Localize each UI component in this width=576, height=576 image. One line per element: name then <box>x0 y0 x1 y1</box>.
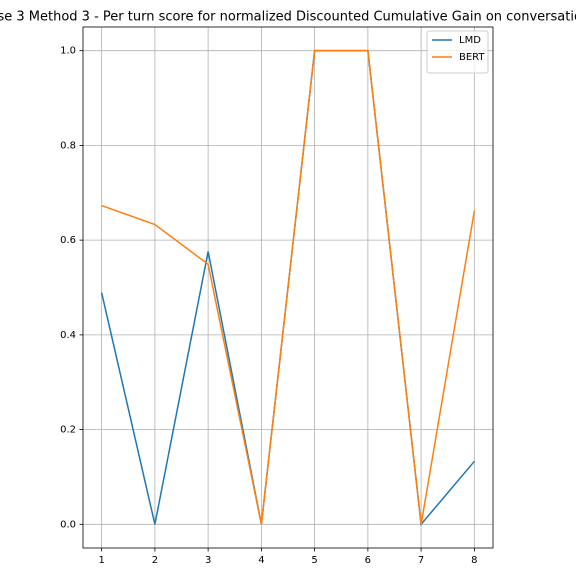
x-tick-label: 5 <box>311 555 317 566</box>
legend-box <box>426 30 489 74</box>
y-tick-label: 0.0 <box>60 519 76 530</box>
x-tick-label: 7 <box>418 555 424 566</box>
legend: LMD BERT <box>426 30 489 74</box>
y-tick-label: 0.6 <box>60 235 76 246</box>
x-tick-label: 8 <box>471 555 477 566</box>
legend-label: LMD <box>459 35 481 46</box>
y-tick-label: 0.4 <box>60 330 76 341</box>
y-tick-label: 0.8 <box>60 140 76 151</box>
x-tick-label: 2 <box>152 555 158 566</box>
legend-label: BERT <box>459 52 485 63</box>
axes-frame <box>82 26 494 549</box>
chart-title: Phase 3 Method 3 - Per turn score for no… <box>0 10 576 25</box>
x-tick-label: 4 <box>258 555 264 566</box>
y-tick-label: 0.2 <box>60 425 76 436</box>
x-tick-label: 3 <box>205 555 211 566</box>
x-tick-label: 1 <box>98 555 104 566</box>
series-line <box>101 49 476 525</box>
x-tick-label: 6 <box>365 555 371 566</box>
y-tick-label: 1.0 <box>60 46 76 57</box>
